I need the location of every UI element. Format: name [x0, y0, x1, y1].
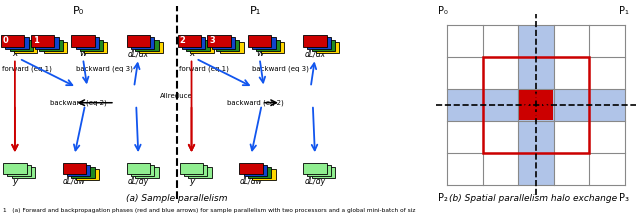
Text: x: x — [12, 49, 17, 58]
Bar — [63, 163, 86, 174]
Bar — [248, 167, 271, 178]
Bar — [316, 42, 339, 53]
Text: backward (eq 3): backward (eq 3) — [76, 65, 132, 72]
Text: 0: 0 — [3, 36, 8, 45]
Bar — [5, 37, 29, 49]
Bar — [312, 40, 335, 51]
Bar — [312, 167, 335, 178]
Bar — [178, 36, 201, 47]
Text: P₂: P₂ — [438, 193, 449, 203]
Bar — [76, 169, 99, 180]
Text: (b) Spatial parallelism halo exchange: (b) Spatial parallelism halo exchange — [449, 194, 617, 203]
Bar — [239, 163, 263, 174]
Text: dL/dy: dL/dy — [305, 177, 326, 186]
Bar — [303, 36, 326, 47]
Text: backward (eq 3): backward (eq 3) — [252, 65, 309, 72]
Text: dL/dw: dL/dw — [239, 177, 262, 186]
Text: forward (eq 1): forward (eq 1) — [179, 65, 228, 72]
Bar — [40, 40, 63, 51]
Bar — [212, 37, 235, 49]
Bar — [252, 37, 276, 49]
Text: P₃: P₃ — [620, 193, 629, 203]
Bar — [307, 37, 331, 49]
Bar — [84, 42, 108, 53]
Bar — [244, 165, 267, 176]
Bar — [184, 165, 207, 176]
Text: y: y — [189, 177, 194, 186]
Text: y: y — [12, 177, 17, 186]
Bar — [31, 36, 54, 47]
Bar — [303, 163, 326, 174]
Bar — [260, 42, 284, 53]
Bar — [131, 165, 154, 176]
Text: dL/dx: dL/dx — [128, 49, 149, 58]
Text: P₁: P₁ — [620, 6, 629, 16]
Bar — [188, 167, 212, 178]
Bar — [519, 90, 553, 120]
Bar — [71, 167, 95, 178]
Text: dL/dy: dL/dy — [128, 177, 149, 186]
Bar — [191, 42, 214, 53]
Bar — [252, 169, 276, 180]
Bar — [76, 37, 99, 49]
Bar — [71, 36, 95, 47]
Bar — [180, 163, 204, 174]
Bar — [216, 40, 239, 51]
Bar — [35, 37, 58, 49]
Bar — [80, 40, 103, 51]
Bar — [3, 163, 27, 174]
Bar — [44, 42, 67, 53]
Bar — [248, 36, 271, 47]
Text: dL/dx: dL/dx — [305, 49, 326, 58]
Bar — [131, 37, 154, 49]
Bar — [135, 167, 159, 178]
Bar — [140, 42, 163, 53]
Text: backward (eq 2): backward (eq 2) — [51, 100, 107, 106]
Text: 1   (a) Forward and backpropagation phases (red and blue arrows) for sample para: 1 (a) Forward and backpropagation phases… — [3, 208, 416, 213]
Text: P₀: P₀ — [73, 6, 84, 16]
Text: 2: 2 — [179, 36, 185, 45]
Bar — [257, 40, 280, 51]
Text: 3: 3 — [209, 36, 215, 45]
Bar — [186, 40, 210, 51]
Text: P₁: P₁ — [250, 6, 261, 16]
Bar — [12, 167, 35, 178]
Bar — [220, 42, 244, 53]
Bar — [8, 165, 31, 176]
Bar — [10, 40, 33, 51]
Text: backward (eq 2): backward (eq 2) — [227, 100, 284, 106]
Bar — [447, 89, 625, 121]
Bar — [1, 36, 24, 47]
Bar — [14, 42, 37, 53]
Text: w: w — [79, 49, 86, 58]
Bar — [135, 40, 159, 51]
Bar — [307, 165, 331, 176]
Text: 1: 1 — [33, 36, 38, 45]
Text: forward (eq 1): forward (eq 1) — [2, 65, 52, 72]
Bar — [67, 165, 90, 176]
Text: w: w — [256, 49, 263, 58]
Text: x: x — [189, 49, 194, 58]
Bar — [127, 163, 150, 174]
Bar — [518, 25, 554, 185]
Bar — [207, 36, 231, 47]
Bar — [182, 37, 205, 49]
Text: dL/dw: dL/dw — [63, 177, 86, 186]
Bar — [127, 36, 150, 47]
Text: Allreduce: Allreduce — [160, 93, 193, 99]
Text: P₀: P₀ — [438, 6, 449, 16]
Bar — [483, 57, 589, 153]
Text: (a) Sample parallelism: (a) Sample parallelism — [126, 194, 227, 203]
